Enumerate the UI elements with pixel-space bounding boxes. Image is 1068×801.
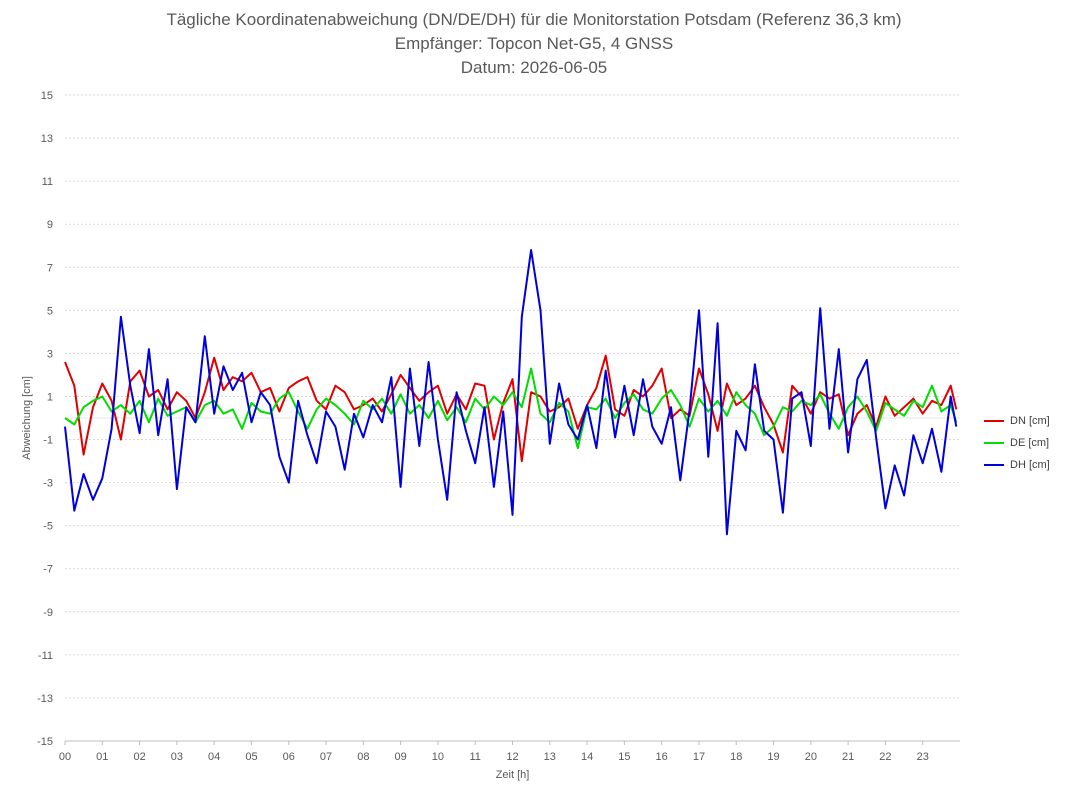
x-tick-label: 13 [544, 751, 556, 763]
x-tick-label: 08 [357, 751, 369, 763]
x-tick-label: 15 [618, 751, 630, 763]
x-tick-label: 02 [133, 751, 145, 763]
x-tick-label: 04 [208, 751, 220, 763]
x-tick-label: 20 [805, 751, 817, 763]
y-tick-label: 9 [47, 219, 53, 231]
y-tick-label: 3 [47, 348, 53, 360]
legend-swatch-dn [984, 420, 1004, 422]
x-tick-label: 07 [320, 751, 332, 763]
y-tick-label: -1 [43, 435, 53, 447]
x-tick-label: 19 [767, 751, 779, 763]
y-tick-label: 15 [41, 90, 53, 102]
x-tick-label: 00 [59, 751, 71, 763]
y-tick-label: 1 [47, 391, 53, 403]
legend-item-dn: DN [cm] [984, 410, 1050, 432]
x-tick-label: 22 [879, 751, 891, 763]
x-tick-label: 01 [96, 751, 108, 763]
y-tick-label: -9 [43, 607, 53, 619]
x-tick-label: 11 [469, 751, 480, 763]
y-tick-label: 5 [47, 305, 53, 317]
y-tick-label: 13 [41, 133, 53, 145]
y-tick-label: -3 [43, 478, 53, 490]
x-tick-label: 09 [395, 751, 407, 763]
legend-label-de: DE [cm] [1010, 437, 1050, 449]
y-tick-label: 11 [42, 176, 53, 188]
legend-swatch-dh [984, 464, 1004, 466]
legend-label-dh: DH [cm] [1010, 459, 1050, 471]
chart-date: Datum: 2026-06-05 [460, 58, 608, 77]
chart-subtitle: Empfänger: Topcon Net-G5, 4 GNSS [394, 34, 674, 53]
y-tick-label: -13 [37, 693, 53, 705]
x-axis-label: Zeit [h] [496, 769, 530, 781]
legend-label-dn: DN [cm] [1010, 415, 1050, 427]
y-tick-label: -11 [38, 650, 53, 662]
x-tick-label: 10 [432, 751, 444, 763]
x-tick-label: 16 [656, 751, 668, 763]
series-line-dh [64, 249, 958, 536]
x-tick-label: 18 [730, 751, 742, 763]
y-tick-label: -7 [43, 564, 53, 576]
x-tick-label: 06 [283, 751, 295, 763]
legend-item-dh: DH [cm] [984, 454, 1050, 476]
chart-title: Tägliche Koordinatenabweichung (DN/DE/DH… [166, 10, 902, 29]
y-tick-label: -15 [37, 736, 53, 748]
y-tick-label: 7 [47, 262, 53, 274]
series-line-de [64, 367, 958, 450]
legend-swatch-de [984, 442, 1004, 444]
x-tick-label: 17 [693, 751, 705, 763]
x-tick-label: 12 [506, 751, 518, 763]
y-tick-label: -5 [43, 521, 53, 533]
x-tick-label: 05 [245, 751, 257, 763]
x-tick-label: 14 [581, 751, 593, 763]
x-tick-label: 23 [917, 751, 929, 763]
legend-item-de: DE [cm] [984, 432, 1050, 454]
x-tick-label: 03 [171, 751, 183, 763]
legend: DN [cm] DE [cm] DH [cm] [984, 410, 1050, 476]
y-axis-label: Abweichung [cm] [21, 376, 33, 460]
x-tick-label: 21 [842, 751, 854, 763]
series-line-dn [64, 354, 958, 463]
